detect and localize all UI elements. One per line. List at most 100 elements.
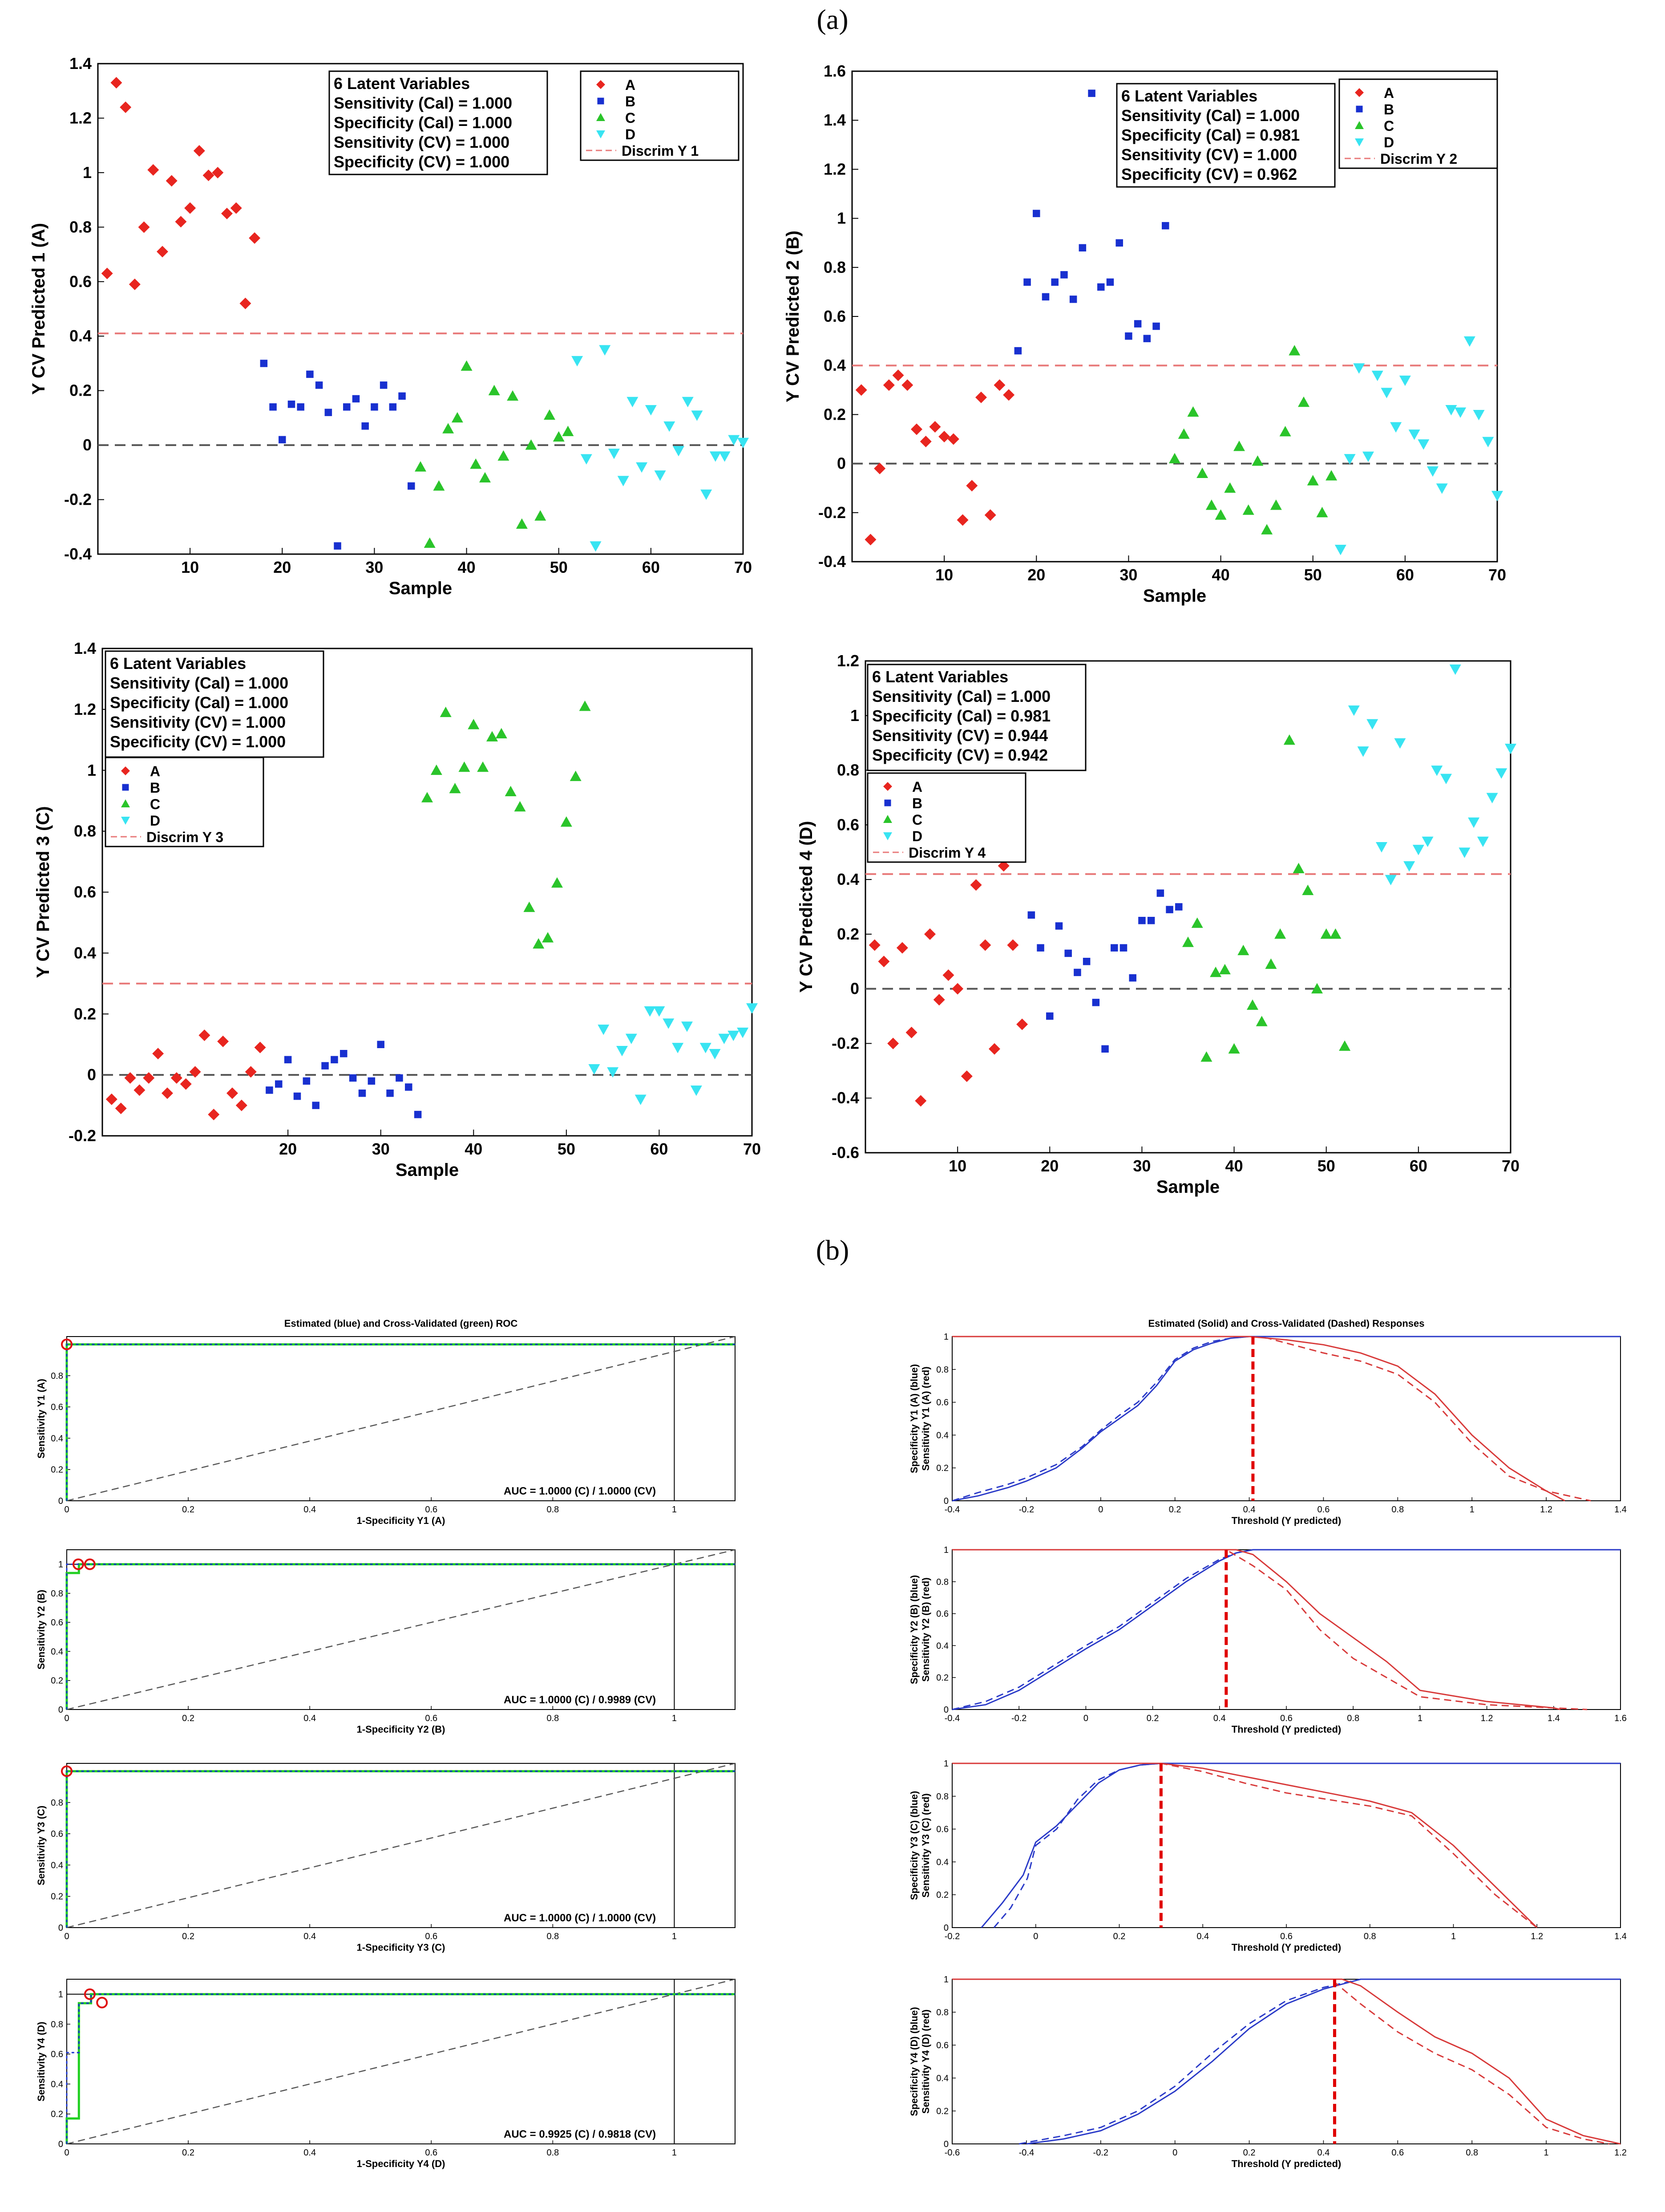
series-A <box>855 369 1015 546</box>
x-tick-label: 0.4 <box>303 1505 316 1515</box>
point-A <box>984 509 996 521</box>
y-axis-label-sens: Sensitivity Y1 (A) (red) <box>920 1366 931 1471</box>
x-tick-label: 1.6 <box>1614 1714 1627 1723</box>
point-A <box>998 860 1010 872</box>
point-B <box>1115 239 1123 247</box>
point-C <box>1298 396 1309 407</box>
optimal-point <box>61 1338 73 1350</box>
point-D <box>599 345 611 356</box>
y-axis-label: Y CV Predicted 3 (C) <box>33 806 53 978</box>
point-B <box>1033 210 1040 217</box>
point-A <box>239 297 251 309</box>
series-C <box>421 701 591 949</box>
point-D <box>1334 545 1346 555</box>
point-A <box>254 1041 266 1053</box>
legend-marker-C <box>121 799 130 807</box>
y-axis-label: Y CV Predicted 2 (B) <box>783 231 803 402</box>
series-C <box>1182 734 1351 1062</box>
point-D <box>653 1006 665 1017</box>
point-B <box>275 1080 283 1088</box>
point-B <box>371 403 378 411</box>
point-C <box>1320 928 1332 939</box>
point-A <box>1016 1018 1028 1030</box>
point-D <box>1495 768 1507 779</box>
point-C <box>1205 499 1217 510</box>
point-B <box>260 360 268 367</box>
point-D <box>598 1025 610 1035</box>
stats-line: Specificity (CV) = 1.000 <box>110 733 286 751</box>
point-D <box>719 451 731 462</box>
point-B <box>1069 296 1077 303</box>
point-D <box>636 462 648 473</box>
point-A <box>143 1072 155 1084</box>
optimal-point <box>72 1558 84 1570</box>
sensitivity-line-cv <box>952 1549 1587 1710</box>
x-tick-label: 1.4 <box>1548 1714 1560 1723</box>
y-tick-label: 0.2 <box>51 1465 63 1475</box>
point-C <box>1326 470 1338 481</box>
point-A <box>911 423 922 435</box>
point-B <box>331 1056 338 1064</box>
x-tick-label: 0 <box>64 2148 69 2158</box>
panel-label-b: (b) <box>816 1234 849 1266</box>
point-D <box>1371 370 1383 381</box>
x-tick-label: 1 <box>1418 1714 1423 1723</box>
x-tick-label: 0.4 <box>1243 1505 1256 1515</box>
x-tick-label: 1.2 <box>1540 1505 1552 1515</box>
point-C <box>1182 936 1194 947</box>
x-tick-label: 70 <box>734 558 752 576</box>
point-A <box>878 956 890 968</box>
x-tick-label: 0 <box>1083 1714 1088 1723</box>
x-axis-label: Sample <box>1143 586 1206 606</box>
y-tick-label: 0.4 <box>824 356 846 374</box>
point-B <box>324 409 332 416</box>
point-D <box>626 397 639 408</box>
legend-frame <box>105 757 264 847</box>
chart-resp3: -0.2 0 0.2 0.4 0.6 0.8 1 1.2 1.400.20.40.60.81Th… <box>909 1759 1627 1953</box>
point-A <box>975 391 987 403</box>
y-tick-label: 0.8 <box>936 1577 949 1587</box>
x-tick-label: 0 <box>1033 1932 1038 1941</box>
legend-label: Discrim Y 1 <box>622 143 699 159</box>
point-D <box>1473 410 1485 421</box>
point-C <box>1247 999 1258 1010</box>
legend-label: B <box>625 93 635 109</box>
sensitivity-line-cv <box>952 1762 1538 1928</box>
y-tick-label: 1 <box>944 1975 949 1985</box>
x-tick-label: 0.8 <box>1391 1505 1404 1515</box>
chart-roc1: Estimated (blue) and Cross-Validated (gr… <box>36 1318 736 1526</box>
point-A <box>235 1099 247 1111</box>
point-A <box>180 1078 192 1090</box>
x-tick-label: 70 <box>1488 566 1506 584</box>
point-D <box>690 1085 702 1096</box>
point-C <box>1256 1016 1268 1026</box>
x-tick-label: 1 <box>672 1932 677 1941</box>
point-A <box>189 1066 201 1078</box>
point-D <box>673 446 684 457</box>
point-D <box>718 1033 730 1044</box>
point-B <box>1166 906 1173 913</box>
point-A <box>887 1037 899 1049</box>
x-tick-label: 1.4 <box>1614 1505 1627 1515</box>
point-B <box>1097 283 1105 291</box>
point-C <box>442 423 454 433</box>
point-D <box>1344 454 1356 465</box>
y-tick-label: 1 <box>58 1560 63 1570</box>
legend-label: Discrim Y 3 <box>146 829 223 845</box>
point-B <box>1037 944 1044 952</box>
y-tick-label: 0.6 <box>51 2050 63 2059</box>
x-tick-label: 0.8 <box>546 1932 559 1941</box>
legend-frame <box>580 70 740 161</box>
optimal-point <box>84 1558 96 1570</box>
optimal-point <box>84 1988 96 2000</box>
point-B <box>1101 1045 1109 1053</box>
point-C <box>461 360 473 371</box>
x-tick-label: 0.8 <box>1466 2148 1478 2158</box>
y-tick-label: 1.6 <box>824 62 846 80</box>
y-axis-label-sens: Sensitivity Y3 (C) (red) <box>920 1793 931 1897</box>
chart-pred3: 20 30 40 50 60 70 -0.2 0 0.2 0.4 0.6 0.8 1 1.2 1.4 Samp… <box>33 639 761 1180</box>
